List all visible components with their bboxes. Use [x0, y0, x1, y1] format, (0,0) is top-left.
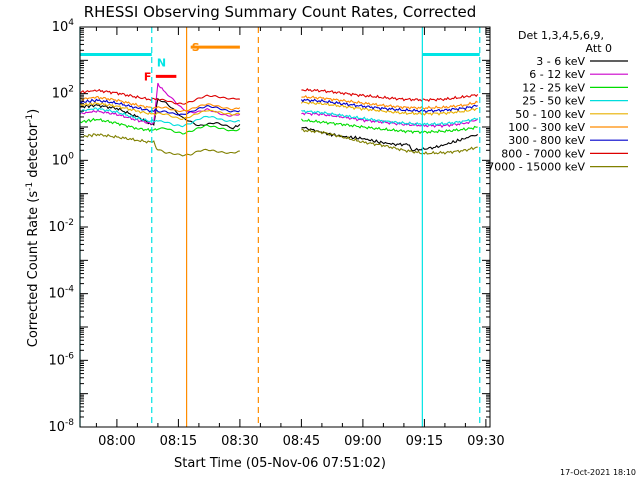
x-tick-label: 09:30: [467, 434, 504, 449]
legend-label: 50 - 100 keV: [515, 108, 585, 121]
y-tick-label: 10-6: [48, 351, 74, 368]
y-tick-label: 10-8: [48, 418, 74, 435]
series-line: [80, 97, 241, 130]
y-axis-label-part: Corrected Count Rate (s: [26, 191, 41, 348]
y-tick-label-base: 10: [52, 20, 69, 35]
y-tick-label: 104: [52, 18, 75, 35]
y-tick-label-base: 10: [48, 220, 65, 235]
y-tick-label: 10-2: [48, 218, 74, 235]
y-tick-label-base: 10: [52, 87, 69, 102]
series-line: [80, 88, 241, 105]
y-axis-label: Corrected Count Rate (s-1 detector-1): [25, 109, 41, 347]
series-line: [300, 100, 478, 116]
legend-label: 3 - 6 keV: [536, 55, 585, 68]
series-line: [80, 107, 241, 128]
chart-title: RHESSI Observing Summary Count Rates, Co…: [84, 3, 477, 21]
series-line: [301, 128, 478, 155]
series-line: [301, 111, 478, 129]
legend-label: 7000 - 15000 keV: [487, 161, 585, 174]
x-tick-label: 09:15: [406, 434, 443, 449]
series-line: [301, 94, 478, 110]
y-axis-label-superscript: -1: [25, 182, 35, 191]
y-tick-label-exponent: -8: [65, 418, 74, 428]
interval-bar-label: F: [144, 70, 152, 83]
series-line: [80, 82, 241, 125]
legend-label: 300 - 800 keV: [508, 134, 585, 147]
y-tick-label-base: 10: [52, 153, 69, 168]
y-axis-label-part: ): [26, 109, 41, 114]
y-tick-label-exponent: 4: [68, 18, 74, 28]
interval-bar-label: N: [157, 57, 166, 70]
series-line: [80, 133, 240, 157]
x-tick-label: 09:00: [344, 434, 381, 449]
y-tick-label-exponent: 0: [68, 151, 74, 161]
y-axis-label-superscript: -1: [25, 114, 35, 123]
series-line: [80, 98, 241, 116]
x-tick-label: 08:45: [283, 434, 320, 449]
legend-label: 25 - 50 keV: [522, 95, 585, 108]
series-line: [300, 118, 478, 135]
series-line: [301, 109, 478, 126]
y-tick-label-exponent: -4: [65, 285, 74, 295]
series-line: [300, 98, 478, 114]
legend-header-detectors: Det 1,3,4,5,6,9,: [518, 29, 604, 42]
plot-area: [80, 27, 490, 427]
y-tick-label-base: 10: [48, 287, 65, 302]
y-tick-label: 102: [52, 85, 74, 102]
y-tick-label: 100: [52, 151, 75, 168]
y-tick-label-base: 10: [48, 353, 65, 368]
series-line: [80, 101, 241, 120]
interval-bars: FN S: [80, 41, 480, 83]
series-lines: [80, 82, 479, 157]
legend-label: 800 - 7000 keV: [501, 147, 585, 160]
y-tick-label-exponent: -2: [65, 218, 74, 228]
plot-background: [80, 27, 490, 427]
series-line: [301, 88, 479, 102]
y-tick-label-exponent: 2: [68, 85, 74, 95]
legend-label: 12 - 25 keV: [522, 81, 585, 94]
y-tick-label-base: 10: [48, 420, 65, 435]
x-tick-label: 08:00: [98, 434, 135, 449]
series-line: [80, 95, 241, 113]
interval-bar-label: S: [192, 41, 200, 54]
y-tick-label-exponent: -6: [65, 351, 74, 361]
legend-label: 100 - 300 keV: [508, 121, 585, 134]
x-axis-label: Start Time (05-Nov-06 07:51:02): [174, 456, 386, 471]
x-tick-label: 08:30: [221, 434, 258, 449]
footer-timestamp: 17-Oct-2021 18:10: [560, 468, 636, 477]
legend-label: 6 - 12 keV: [529, 68, 585, 81]
y-axis-label-part: detector: [26, 122, 41, 182]
x-tick-label: 08:15: [160, 434, 197, 449]
y-tick-label: 10-4: [48, 285, 74, 302]
legend-header-attenuator: Att 0: [586, 42, 612, 55]
series-line: [80, 117, 241, 135]
series-line: [301, 126, 479, 152]
